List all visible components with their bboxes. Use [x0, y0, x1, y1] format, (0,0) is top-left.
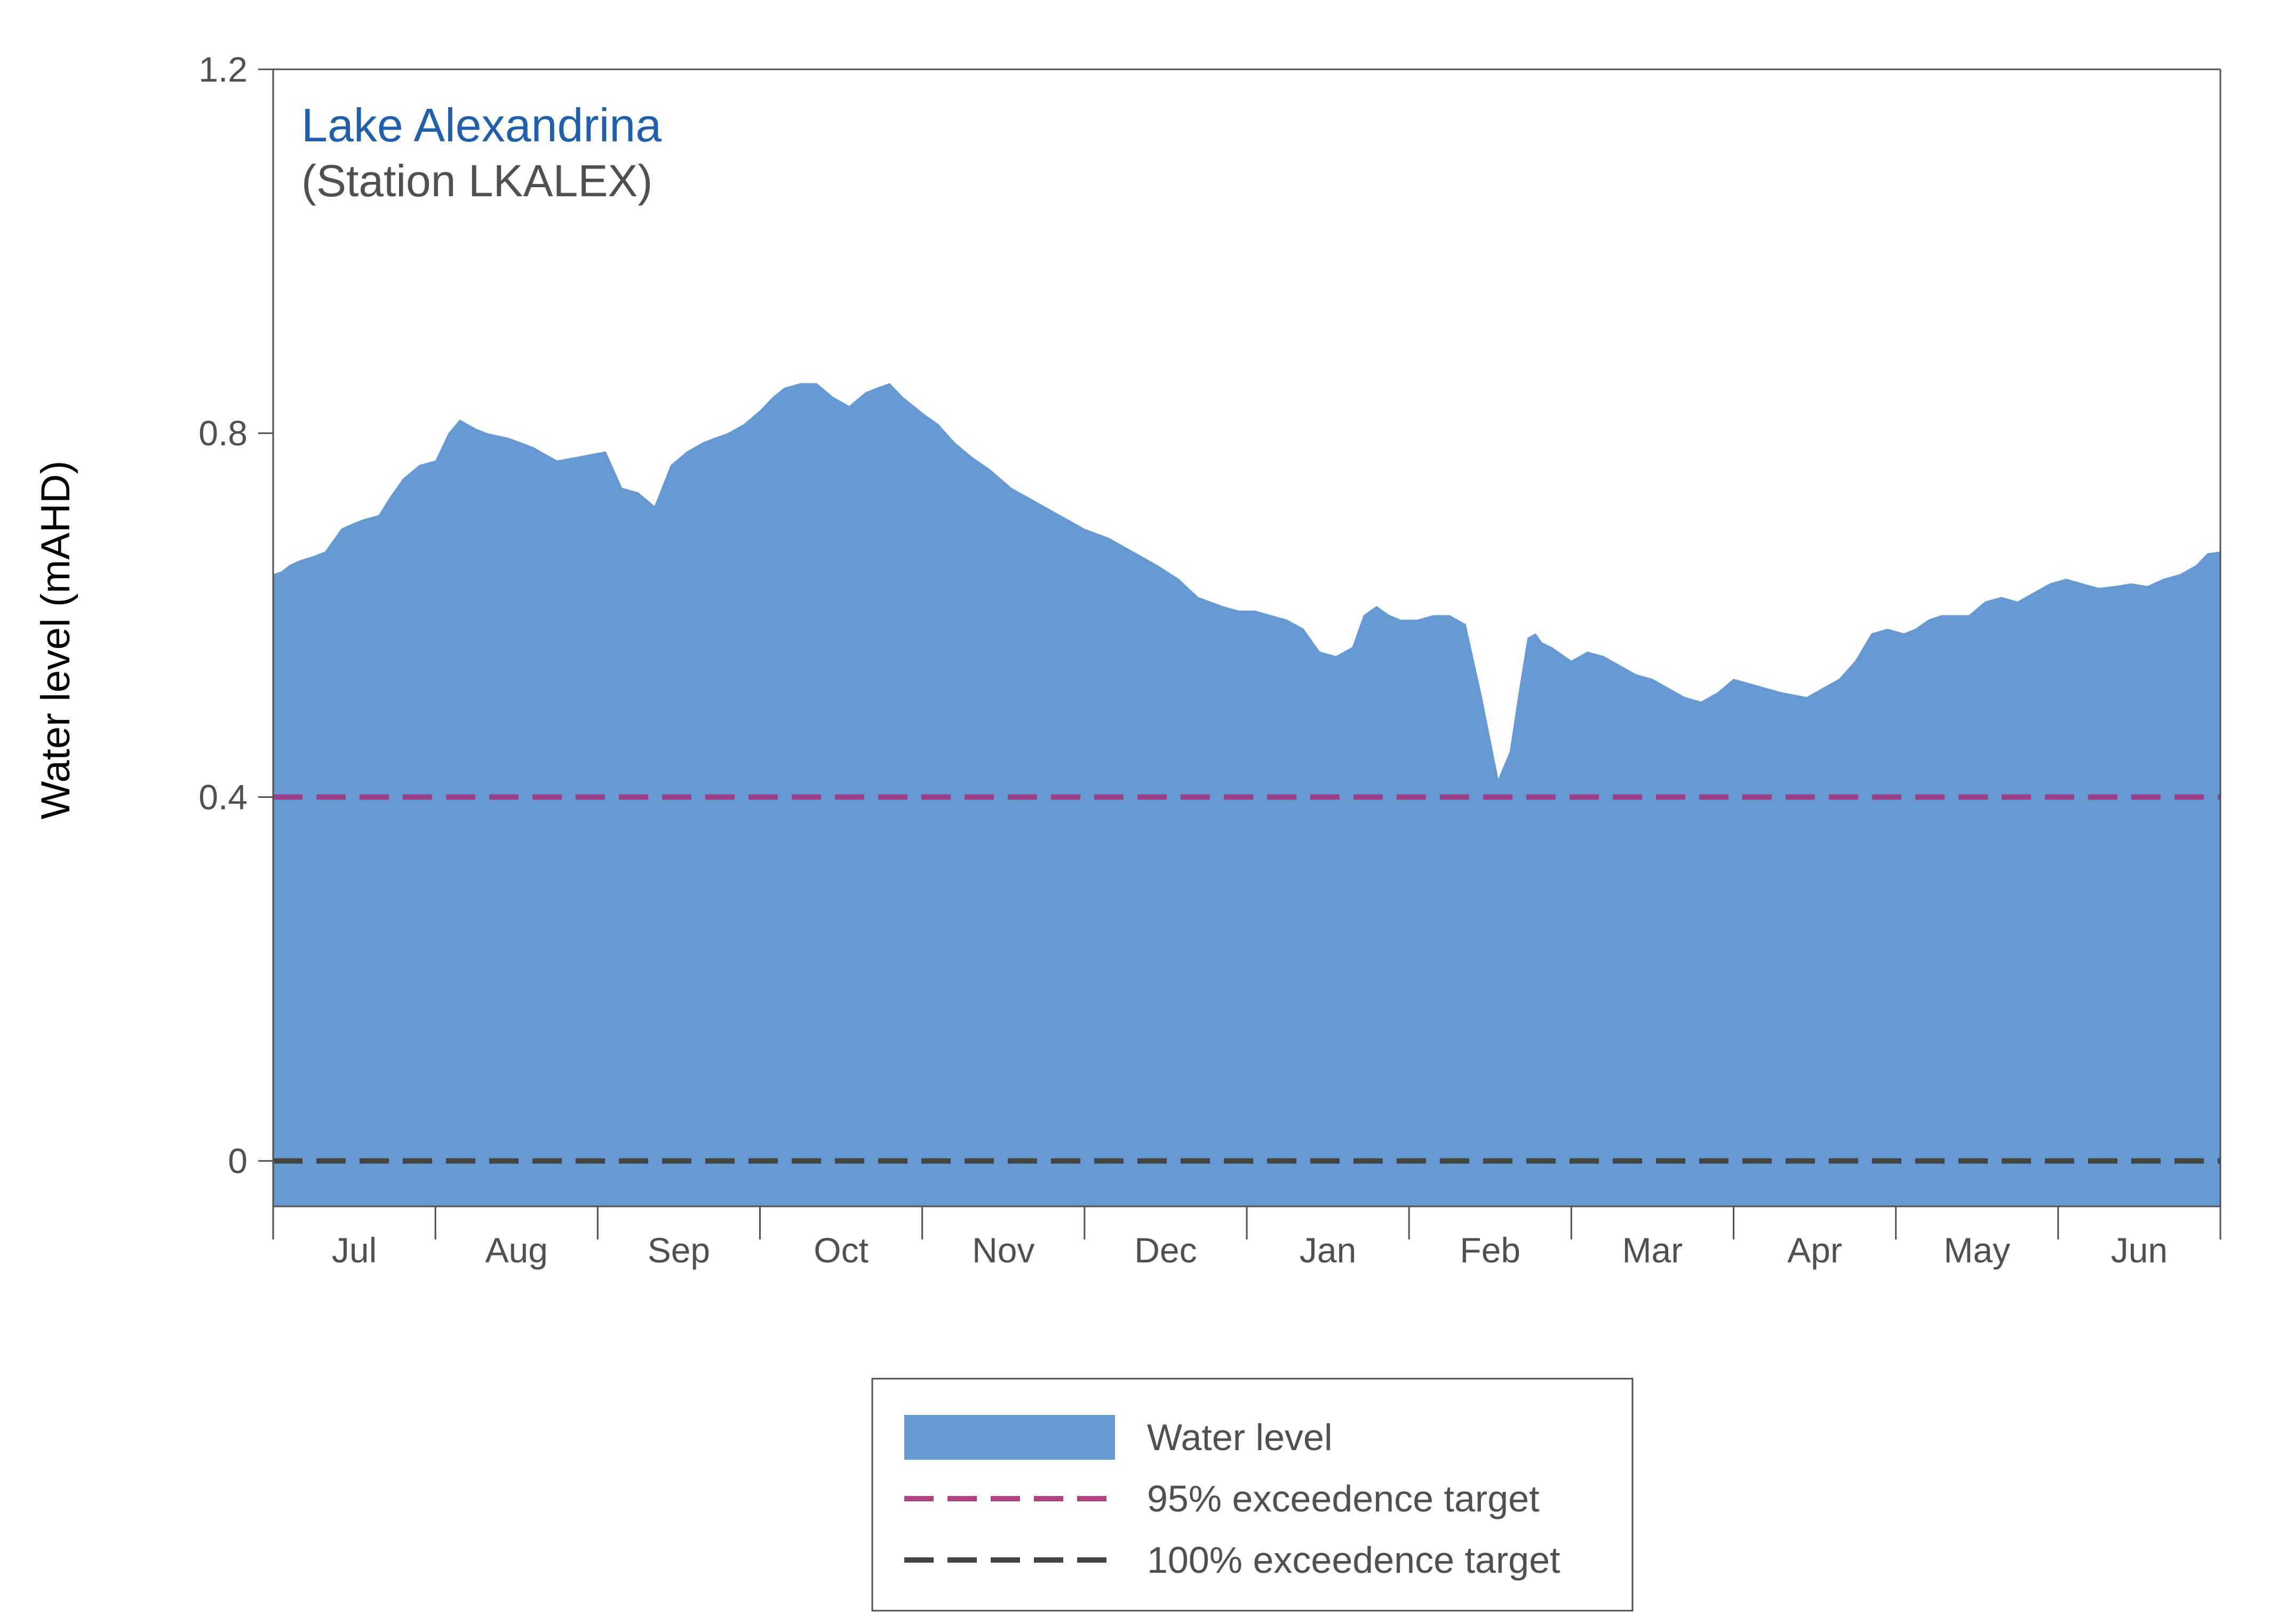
legend-label: Water level	[1147, 1417, 1333, 1458]
y-tick-label: 0.4	[198, 777, 248, 817]
x-tick-label: May	[1944, 1230, 2010, 1270]
legend-swatch-water-level	[904, 1415, 1115, 1460]
x-tick-label: Apr	[1787, 1230, 1842, 1270]
x-tick-label: Feb	[1460, 1230, 1520, 1270]
chart-title: Lake Alexandrina	[301, 99, 662, 151]
target-lines	[273, 794, 2220, 1164]
y-axis-title: Water level (mAHD)	[33, 461, 78, 820]
x-axis-ticks: Jul Aug Sep Oct Nov Dec Jan Feb Mar Apr May Jun	[272, 1206, 2221, 1270]
x-tick-label: Sep	[648, 1230, 710, 1270]
legend-label: 95% exceedence target	[1147, 1478, 1540, 1519]
x-tick-label: Dec	[1134, 1230, 1197, 1270]
x-tick-label: Aug	[485, 1230, 548, 1270]
y-tick-label: 0.8	[198, 413, 248, 453]
y-axis-ticks: 0 0.4 0.8 1.2	[198, 50, 273, 1181]
legend-items: Water level 95% exceedence target 100% exc…	[904, 1415, 1560, 1581]
x-tick-label: Jan	[1300, 1230, 1356, 1270]
x-tick-label: Jun	[2111, 1230, 2168, 1270]
chart-subtitle: (Station LKALEX)	[301, 156, 652, 206]
x-tick-label: Jul	[332, 1230, 377, 1270]
legend-label: 100% exceedence target	[1147, 1539, 1560, 1581]
y-tick-label: 0	[228, 1141, 248, 1181]
x-tick-label: Mar	[1622, 1230, 1683, 1270]
x-tick-label: Oct	[814, 1230, 869, 1270]
legend: Water level 95% exceedence target 100% exc…	[871, 1378, 1634, 1612]
x-tick-label: Nov	[972, 1230, 1034, 1270]
y-tick-label: 1.2	[198, 50, 248, 89]
